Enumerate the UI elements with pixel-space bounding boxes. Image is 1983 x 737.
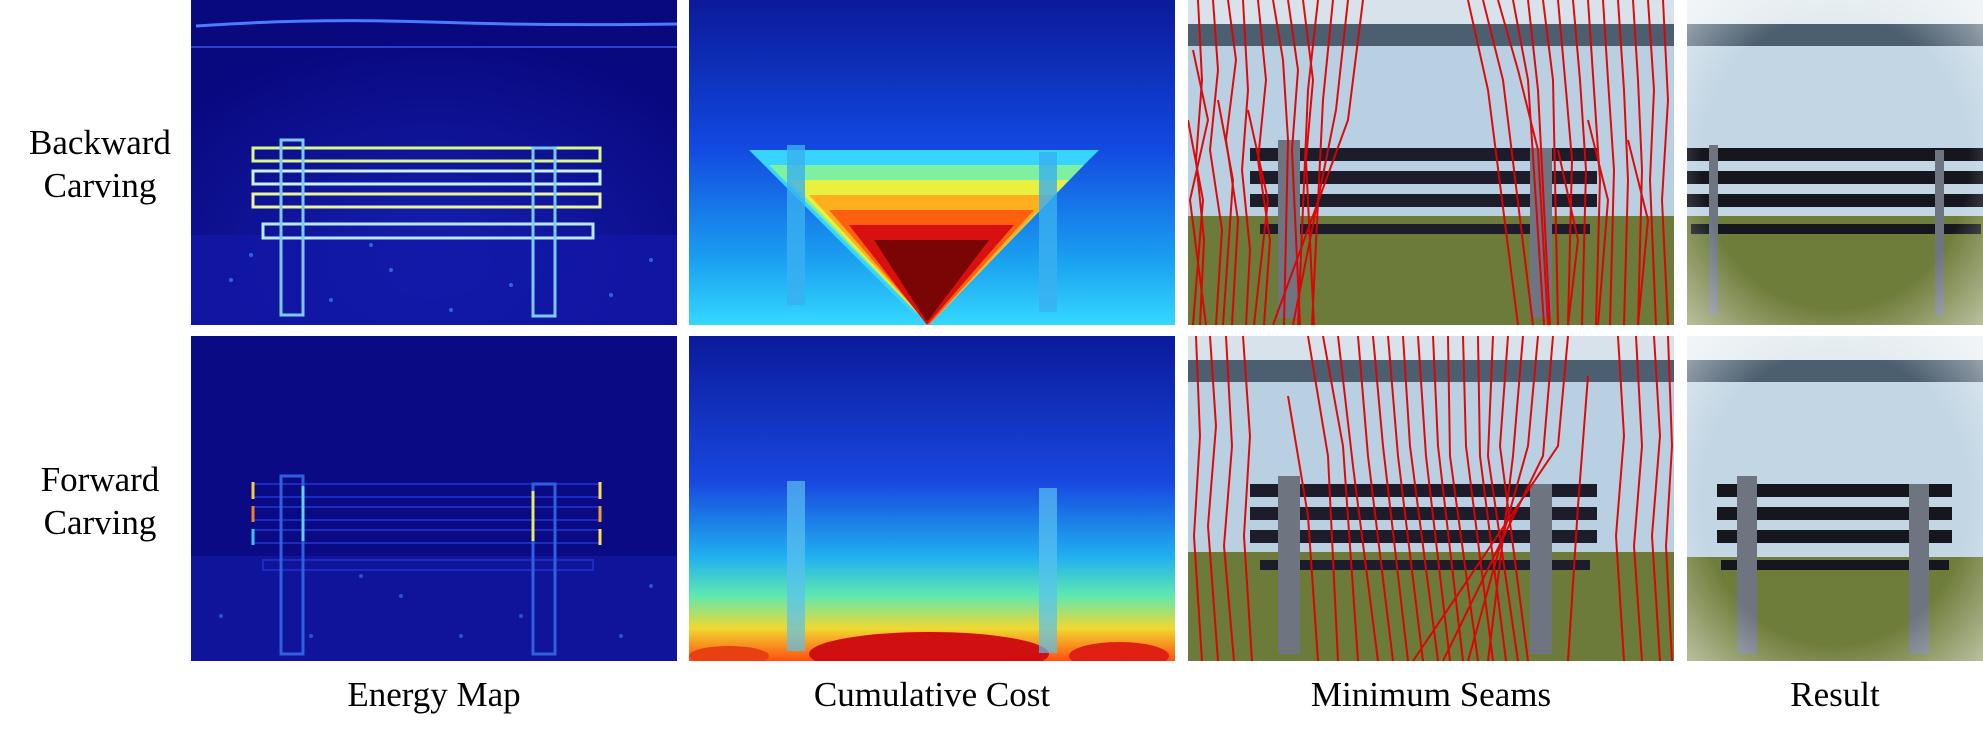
energy-map-forward-image	[191, 336, 677, 661]
minimum-seams-forward-image	[1188, 336, 1674, 661]
result-backward-panel	[1687, 0, 1983, 325]
column-label-result: Result	[1790, 675, 1880, 714]
row-label-backward-carving: Backward Carving	[10, 121, 190, 207]
row-label-forward-carving: Forward Carving	[10, 458, 190, 544]
column-label-energy-map: Energy Map	[347, 675, 521, 714]
energy-map-backward-panel	[191, 0, 677, 325]
result-forward-panel	[1687, 336, 1983, 661]
row-label-line: Carving	[43, 166, 157, 205]
cumulative-cost-backward-image	[689, 0, 1175, 325]
energy-map-backward-image	[191, 0, 677, 325]
column-label-minimum-seams: Minimum Seams	[1310, 675, 1552, 714]
minimum-seams-backward-panel	[1188, 0, 1674, 325]
cumulative-cost-forward-image	[689, 336, 1175, 661]
minimum-seams-backward-image	[1188, 0, 1674, 325]
minimum-seams-forward-panel	[1188, 336, 1674, 661]
cumulative-cost-forward-panel	[689, 336, 1175, 661]
column-label-cumulative-cost: Cumulative Cost	[813, 675, 1051, 714]
result-forward-image	[1687, 336, 1983, 661]
row-label-line: Forward	[40, 460, 160, 499]
energy-map-forward-panel	[191, 336, 677, 661]
result-backward-image	[1687, 0, 1983, 325]
row-label-line: Backward	[29, 123, 171, 162]
cumulative-cost-backward-panel	[689, 0, 1175, 325]
row-label-line: Carving	[43, 503, 157, 542]
